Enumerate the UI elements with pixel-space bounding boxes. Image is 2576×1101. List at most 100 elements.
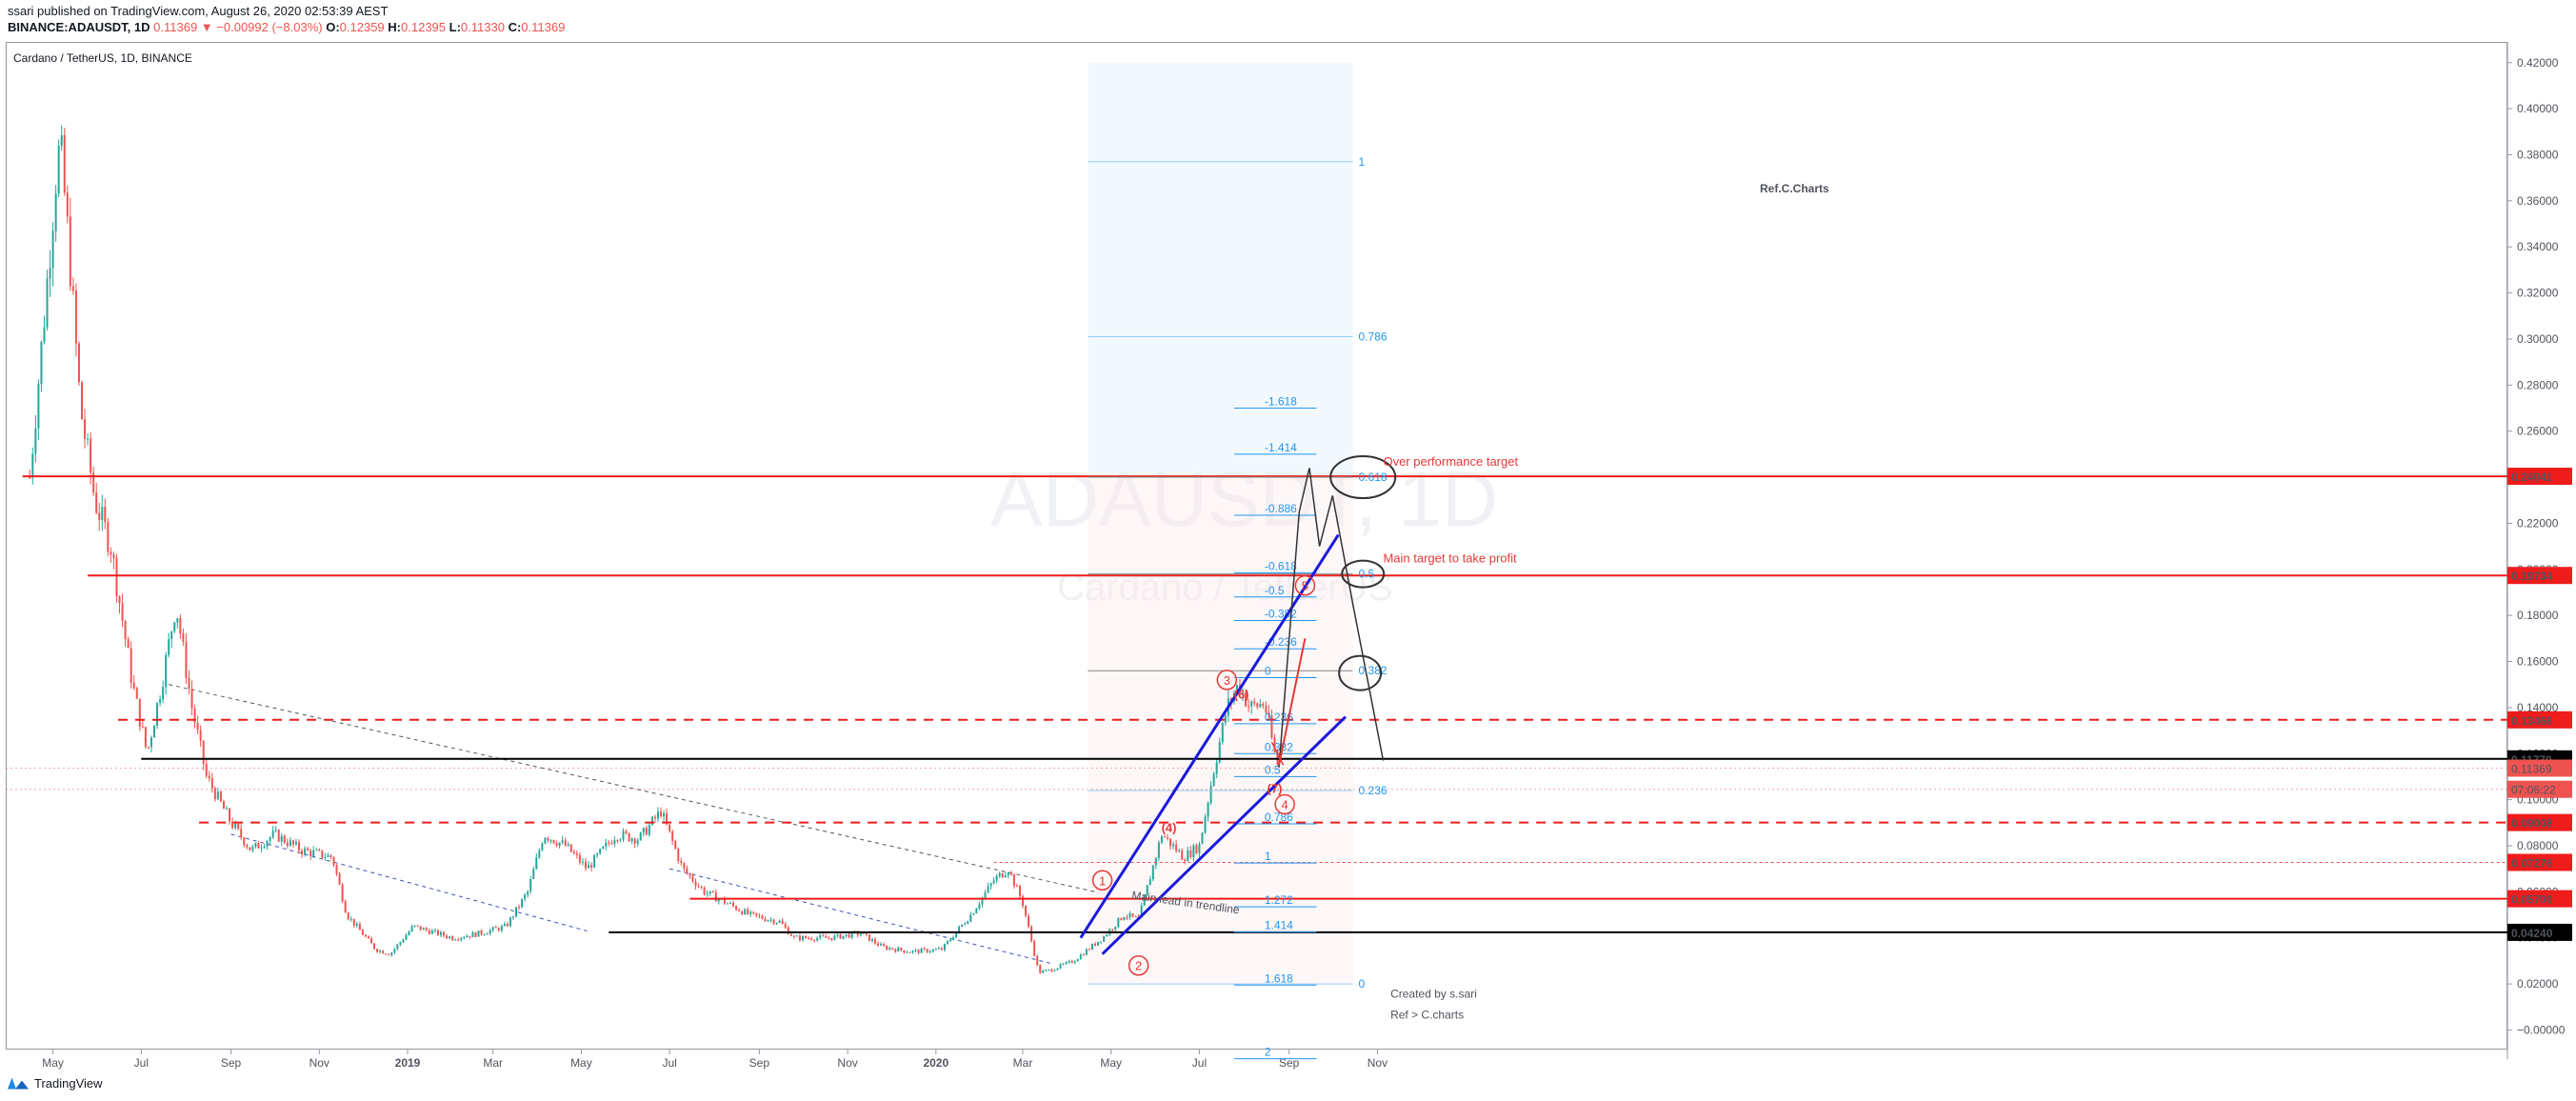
candle-body	[127, 639, 130, 649]
candle-body	[373, 943, 376, 950]
candle-body	[63, 134, 66, 193]
candle-body	[1157, 842, 1160, 858]
close-label: C:	[508, 20, 522, 34]
candle-body	[1056, 968, 1059, 971]
candle-body	[616, 840, 619, 842]
candle-body	[964, 923, 967, 925]
candle-body	[274, 830, 277, 831]
open-value: 0.12359	[339, 20, 385, 34]
candle-body	[613, 840, 616, 845]
candle-body	[121, 603, 124, 622]
candle-body	[1209, 785, 1212, 803]
candle-body	[1131, 912, 1134, 917]
candle-body	[946, 941, 949, 945]
candle-body	[761, 915, 764, 919]
candle-body	[903, 950, 906, 952]
candle-body	[920, 949, 923, 953]
candle-body	[54, 193, 57, 231]
candle-body	[564, 840, 567, 846]
candle-body	[952, 937, 955, 940]
red-arrow-down	[1270, 741, 1285, 766]
candle-body	[243, 837, 246, 846]
candle-body	[567, 844, 569, 846]
candle-body	[454, 939, 457, 941]
candle-body	[608, 842, 610, 844]
open-label: O:	[326, 20, 340, 34]
candle-body	[480, 931, 483, 935]
candle-body	[891, 948, 894, 950]
candle-body	[714, 891, 717, 902]
candle-body	[219, 791, 222, 802]
current-price-tag	[2507, 759, 2572, 777]
candle-body	[344, 901, 347, 913]
x-tick-label: 2020	[923, 1056, 949, 1070]
candle-body	[900, 947, 903, 951]
candle-body	[1192, 845, 1195, 857]
candle-body	[349, 918, 352, 920]
candle-body	[1028, 915, 1030, 928]
candle-body	[1172, 844, 1175, 847]
candle-body	[153, 726, 155, 738]
candle-body	[509, 917, 511, 927]
candle-body	[388, 953, 390, 956]
candle-body	[205, 763, 208, 776]
candle-body	[877, 943, 879, 946]
candle-body	[1097, 941, 1100, 946]
fib-ext-label: 1.618	[1265, 971, 1293, 985]
candle-body	[1079, 954, 1082, 960]
candle-body	[1259, 704, 1262, 708]
wave-label: 4	[1282, 797, 1288, 811]
candle-body	[390, 952, 393, 956]
last-price: 0.11369	[153, 20, 198, 34]
current-price-label: 0.11369	[2511, 763, 2552, 776]
candle-body	[816, 937, 819, 941]
wave-label: 3	[1224, 673, 1230, 688]
candle-body	[1189, 850, 1192, 857]
candle-body	[741, 911, 744, 915]
candle-body	[755, 912, 758, 916]
level-price-label: 0.04240	[2511, 927, 2553, 940]
candle-body	[1106, 934, 1108, 936]
y-tick-label: 0.36000	[2517, 194, 2559, 208]
candle-body	[277, 830, 280, 842]
candle-body	[1042, 971, 1045, 973]
channel-lower-line	[1101, 715, 1348, 955]
candle-body	[402, 939, 405, 943]
candle-body	[709, 891, 711, 894]
candle-body	[931, 949, 934, 951]
candle-body	[439, 931, 442, 935]
candle-body	[393, 949, 396, 953]
candle-body	[1256, 703, 1259, 708]
candle-body	[1114, 926, 1117, 930]
candle-body	[107, 522, 110, 552]
channel-upper-line	[1079, 533, 1340, 939]
candle-body	[286, 842, 289, 846]
close-value: 0.11369	[521, 20, 566, 34]
y-tick-label: 0.40000	[2517, 102, 2559, 115]
candle-body	[873, 939, 876, 944]
fib-ext-label: -0.5	[1265, 584, 1285, 597]
candle-body	[1068, 960, 1070, 963]
current-price-label: 07:06:22	[2511, 784, 2556, 797]
candle-body	[738, 910, 741, 911]
candle-body	[1100, 941, 1103, 943]
candle-body	[943, 944, 946, 951]
candle-body	[1187, 850, 1189, 862]
candle-body	[778, 920, 781, 923]
candle-body	[234, 823, 237, 829]
candle-body	[1151, 865, 1154, 880]
candle-body	[1268, 711, 1270, 716]
ohlc-line: BINANCE:ADAUSDT, 1D 0.11369 ▼ −0.00992 (…	[8, 20, 565, 34]
candle-body	[926, 949, 929, 952]
candle-body	[43, 327, 46, 342]
candle-body	[81, 382, 83, 420]
candle-body	[642, 828, 645, 833]
candle-body	[636, 840, 639, 844]
fib-level-label: 0.786	[1359, 330, 1388, 344]
candle-body	[1007, 872, 1009, 876]
candle-body	[1128, 912, 1131, 918]
y-tick-label: 0.16000	[2517, 655, 2559, 669]
candle-body	[364, 934, 367, 937]
candle-body	[989, 883, 992, 887]
